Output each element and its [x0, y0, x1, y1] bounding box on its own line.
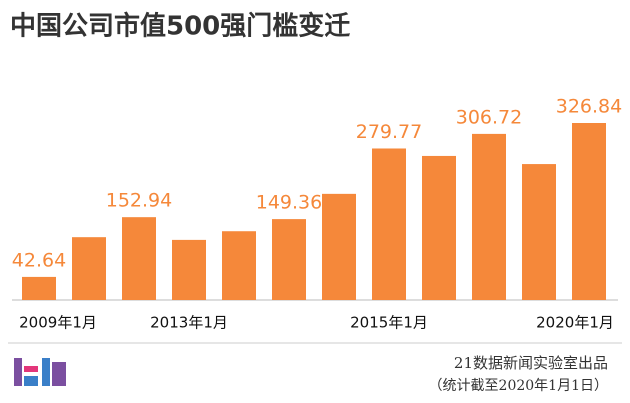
logo [14, 358, 66, 386]
source: 21数据新闻实验室出品 [454, 354, 608, 372]
value-label: 149.36 [256, 192, 322, 214]
note: （统计截至2020年1月1日） [429, 378, 608, 394]
value-label: 306.72 [456, 106, 522, 128]
bar [172, 239, 206, 300]
x-tick-label: 2009年1月 [19, 314, 97, 332]
value-label: 279.77 [356, 121, 422, 143]
x-tick-label: 2013年1月 [150, 314, 228, 332]
value-label: 152.94 [106, 190, 172, 212]
x-tick-label: 2015年1月 [350, 314, 428, 332]
bar [72, 237, 106, 300]
bar [572, 123, 606, 300]
bar [272, 219, 306, 300]
bar [522, 164, 556, 300]
bar [372, 148, 406, 300]
value-label: 326.84 [556, 96, 622, 118]
chart-title: 中国公司市值500强门槛变迁 [10, 11, 350, 42]
bar [422, 155, 456, 300]
bar [472, 133, 506, 300]
bar [322, 193, 356, 300]
x-tick-label: 2020年1月 [536, 314, 614, 332]
bar [22, 276, 56, 300]
bar [222, 231, 256, 300]
bar [122, 217, 156, 300]
value-label: 42.64 [12, 249, 66, 271]
